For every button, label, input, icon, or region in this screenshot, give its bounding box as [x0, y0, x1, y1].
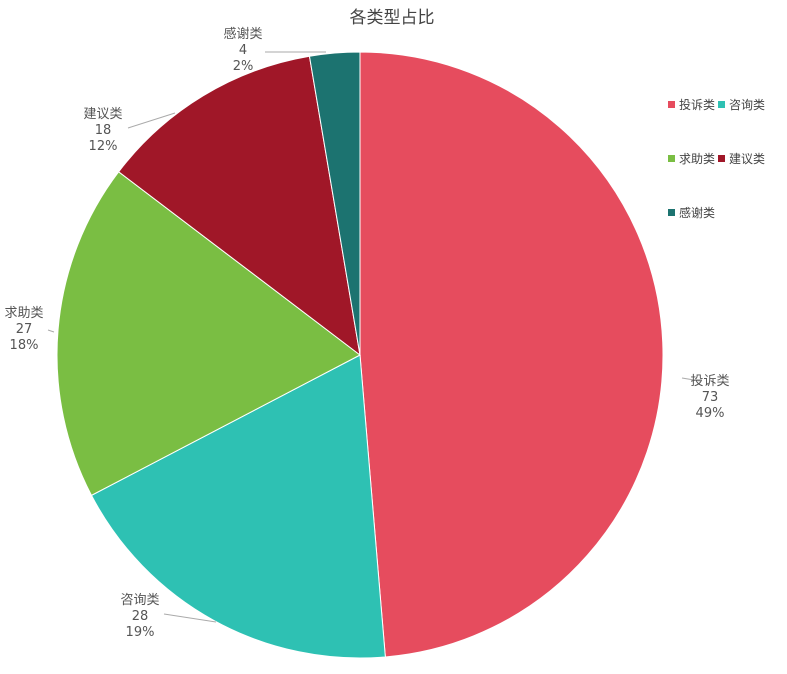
- legend-item-4[interactable]: 感谢类: [668, 205, 715, 220]
- legend-label-3: 建议类: [729, 152, 765, 166]
- chart-title: 各类型占比: [350, 8, 435, 28]
- slice-label-name-1: 咨询类: [120, 593, 159, 608]
- slice-label-name-3: 建议类: [83, 107, 122, 122]
- legend-swatch-0: [668, 101, 675, 108]
- pie-slice-2: [56, 171, 361, 497]
- pie-slices: [56, 51, 664, 659]
- pie-slice-1: [90, 354, 386, 659]
- label-leader-line-3: [127, 112, 176, 129]
- legend-label-2: 求助类: [679, 152, 715, 166]
- label-leader-line-2: [47, 329, 55, 333]
- legend-label-4: 感谢类: [679, 205, 715, 220]
- legend-item-0[interactable]: 投诉类: [668, 97, 715, 112]
- legend-swatch-3: [718, 155, 725, 162]
- pie-slice-3: [117, 55, 361, 357]
- slice-label-value-0: 73: [702, 390, 719, 405]
- slice-label-percent-0: 49%: [696, 406, 725, 421]
- slice-label-percent-3: 12%: [89, 139, 118, 154]
- slice-label-percent-2: 18%: [10, 338, 39, 353]
- slice-label-value-4: 4: [239, 43, 247, 58]
- slice-label-name-0: 投诉类: [690, 373, 729, 389]
- legend-label-0: 投诉类: [679, 97, 715, 112]
- legend-swatch-2: [668, 155, 675, 162]
- slice-label-name-4: 感谢类: [223, 26, 262, 42]
- legend-item-1[interactable]: 咨询类: [718, 97, 765, 112]
- legend-item-2[interactable]: 求助类: [668, 152, 715, 166]
- pie-slice-4: [308, 51, 361, 356]
- pie-slice-0: [359, 51, 664, 658]
- legend-swatch-1: [718, 101, 725, 108]
- slice-label-percent-4: 2%: [233, 59, 254, 74]
- slice-label-value-1: 28: [132, 609, 149, 624]
- label-leader-line-0: [681, 377, 701, 382]
- label-leader-line-1: [163, 613, 217, 623]
- slice-label-name-2: 求助类: [4, 306, 43, 321]
- slice-label-value-3: 18: [95, 123, 112, 138]
- legend-swatch-4: [668, 209, 675, 216]
- legend-item-3[interactable]: 建议类: [718, 152, 765, 166]
- legend-label-1: 咨询类: [729, 97, 765, 112]
- slice-label-value-2: 27: [16, 322, 33, 337]
- slice-label-percent-1: 19%: [126, 625, 155, 640]
